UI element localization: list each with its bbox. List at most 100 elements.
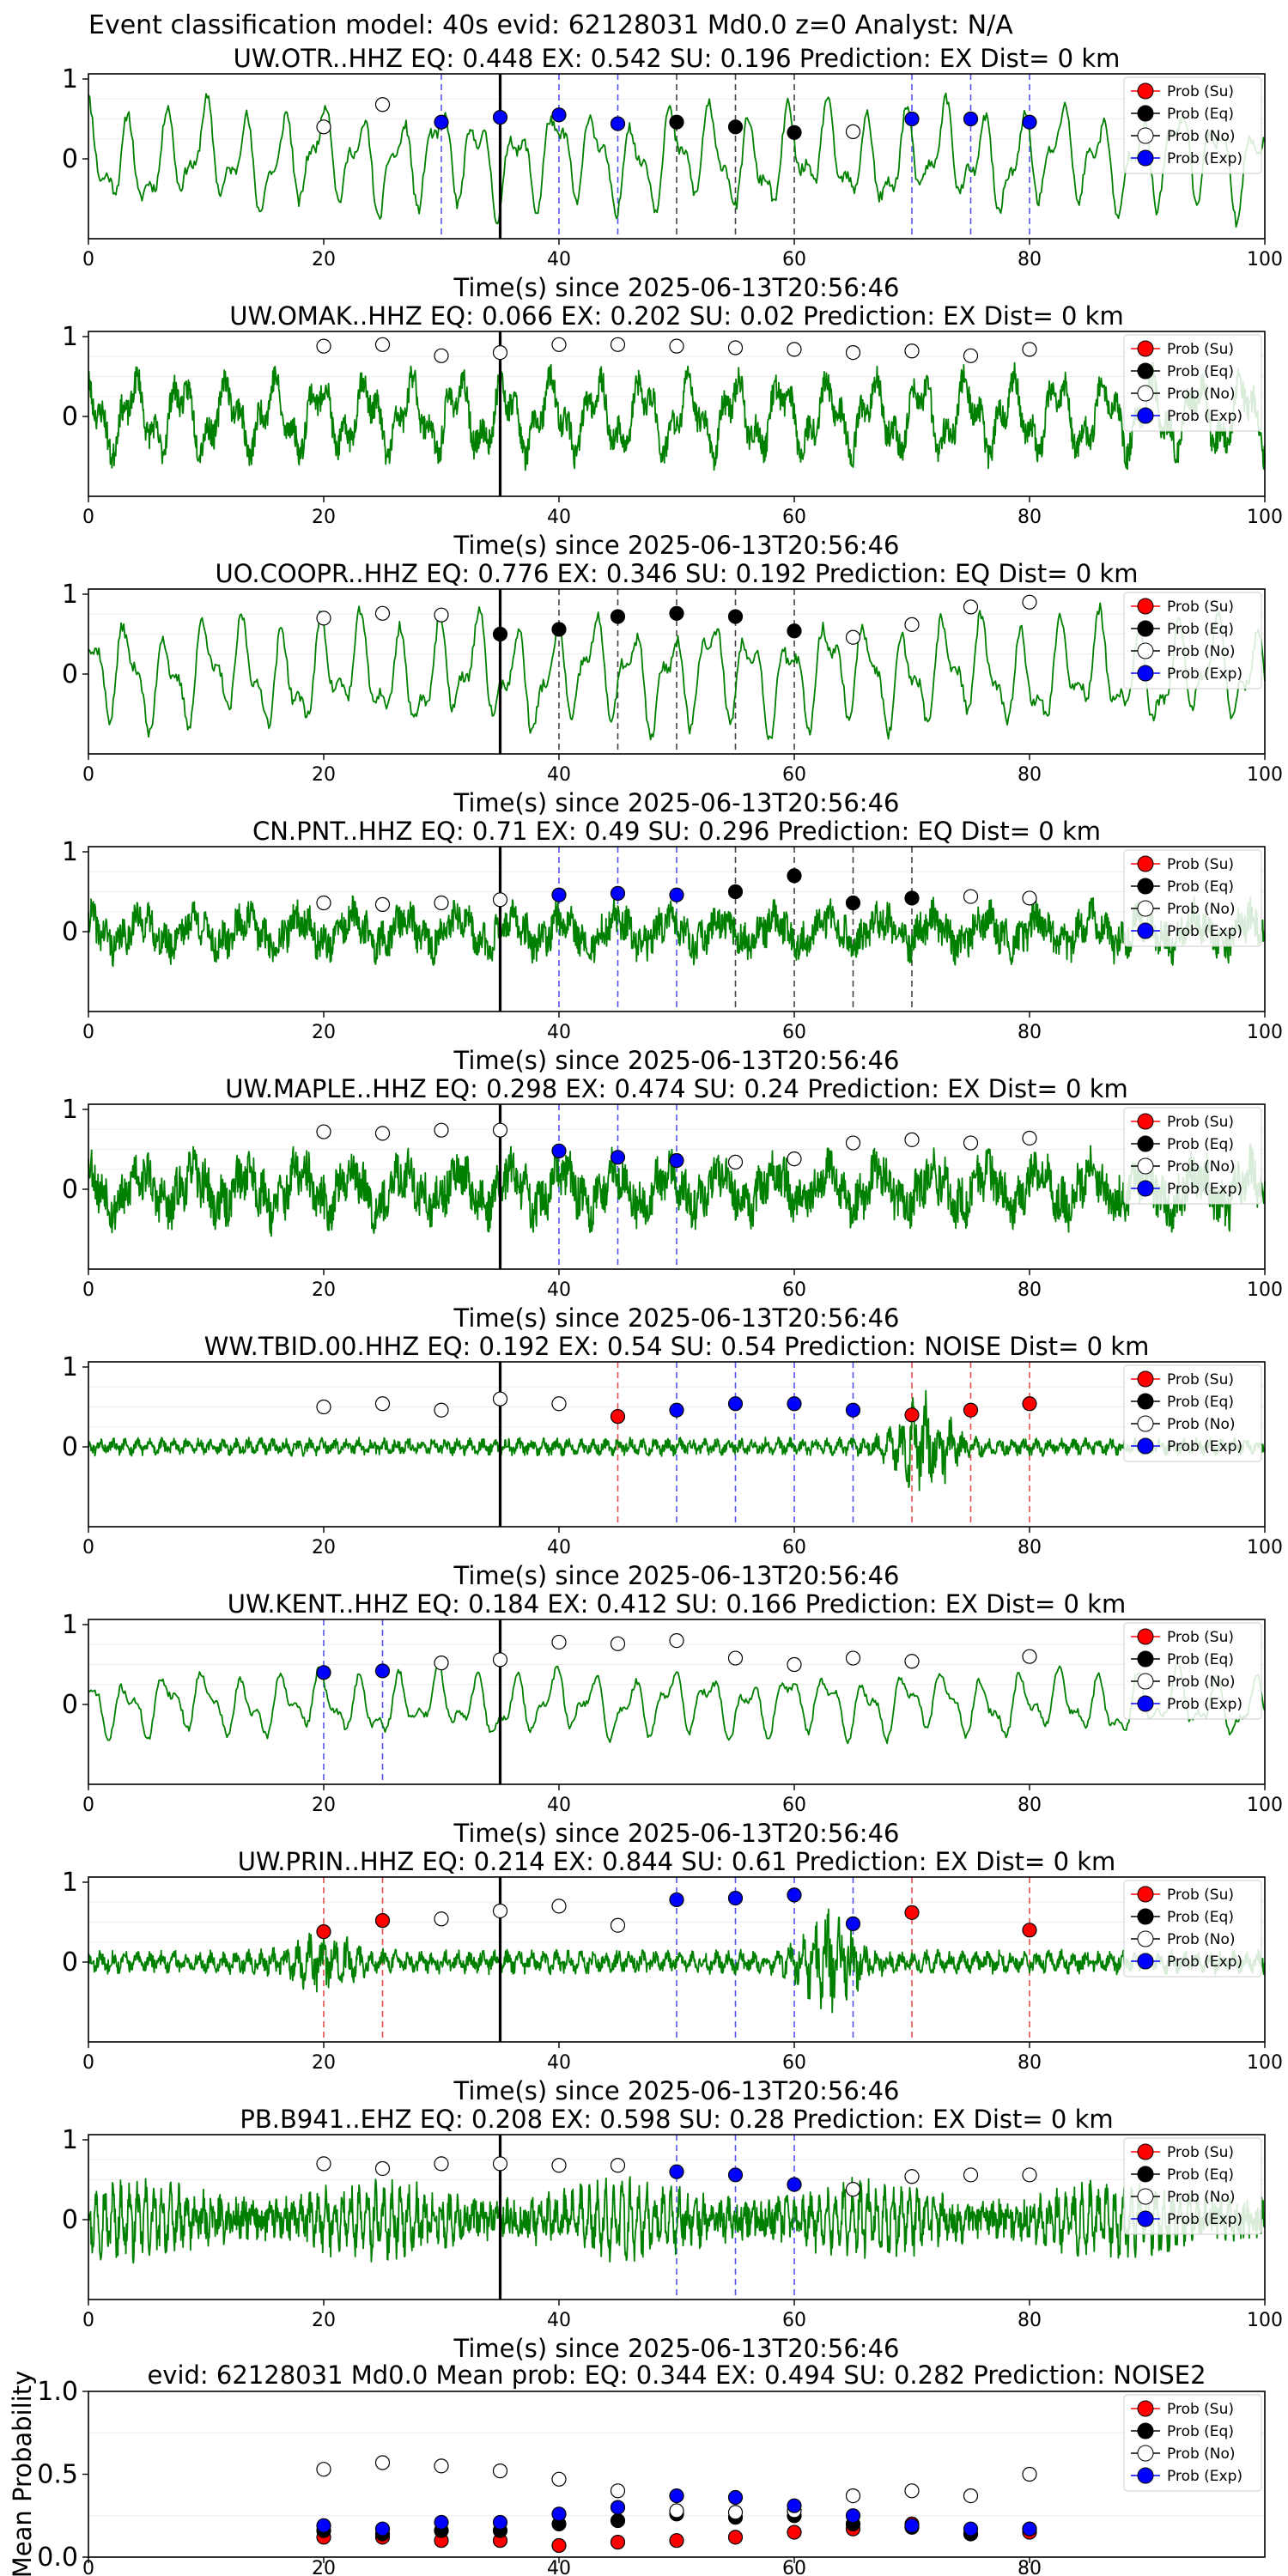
legend-marker [1137, 407, 1154, 424]
prob-marker-no [374, 605, 391, 621]
x-tick-label: 60 [782, 1022, 806, 1043]
legend-marker [1137, 362, 1154, 380]
legend-marker [1137, 340, 1154, 357]
mean-marker-exp [551, 2506, 567, 2522]
prob-marker-exp [669, 1152, 684, 1169]
prob-marker-exp [551, 107, 567, 123]
y-tick-label: 1 [62, 1095, 78, 1125]
prob-marker-no [610, 1917, 626, 1933]
x-tick-label: 0 [82, 1537, 94, 1558]
y-tick-label: 0 [62, 144, 78, 174]
legend-label: Prob (No) [1167, 1416, 1236, 1433]
panel-title: UW.PRIN..HHZ EQ: 0.214 EX: 0.844 SU: 0.6… [238, 1847, 1116, 1876]
legend-marker [1137, 105, 1154, 122]
prob-marker-no [492, 1122, 508, 1138]
prob-marker-no [316, 338, 331, 354]
prob-marker-no [316, 1124, 331, 1139]
legend-marker [1137, 2166, 1154, 2183]
legend-label: Prob (Su) [1167, 1371, 1234, 1388]
mean-marker-su [727, 2530, 744, 2545]
prob-marker-no [787, 342, 802, 357]
prob-marker-no [610, 2158, 626, 2173]
mean-marker-no [551, 2471, 567, 2487]
legend-label: Prob (No) [1167, 2189, 1236, 2206]
legend-label: Prob (Su) [1167, 83, 1234, 100]
legend-box [1123, 592, 1262, 690]
legend-marker [1137, 900, 1154, 917]
legend-marker [1137, 1628, 1154, 1645]
legend-marker [1137, 1650, 1154, 1668]
legend-marker [1137, 598, 1154, 615]
axes-frame [88, 73, 1266, 240]
legend-marker [1137, 878, 1154, 895]
x-tick-label: 80 [1018, 2310, 1042, 2331]
legend-marker [1137, 1393, 1154, 1410]
waveform-trace [88, 2176, 1266, 2264]
x-tick-label: 40 [547, 1279, 571, 1301]
y-tick-label: 0 [62, 1432, 78, 1462]
prob-marker-su [1022, 1923, 1037, 1938]
panel-title: evid: 62128031 Md0.0 Mean prob: EQ: 0.34… [147, 2360, 1206, 2390]
mean-marker-exp [963, 2521, 979, 2537]
mean-marker-no [492, 2464, 508, 2479]
waveform-trace [88, 361, 1266, 471]
mean-marker-no [1022, 2466, 1037, 2482]
prob-marker-exp [845, 1402, 861, 1418]
x-tick-label: 60 [782, 764, 806, 786]
mean-marker-no [316, 2462, 331, 2477]
x-tick-label: 0 [82, 2052, 94, 2074]
legend-box [1123, 1622, 1262, 1720]
prob-marker-eq [727, 119, 744, 135]
x-tick-label: 80 [1018, 249, 1042, 270]
prob-marker-no [669, 338, 684, 354]
prob-marker-exp [727, 1396, 744, 1412]
x-tick-label: 20 [312, 1537, 336, 1558]
prob-marker-su [904, 1905, 920, 1920]
legend-label: Prob (Exp) [1167, 1181, 1242, 1198]
x-tick-label: 20 [312, 1022, 336, 1043]
prob-marker-no [551, 1634, 567, 1650]
x-tick-label: 40 [547, 764, 571, 786]
panel-title: CN.PNT..HHZ EQ: 0.71 EX: 0.49 SU: 0.296 … [252, 817, 1101, 846]
panel-title: WW.TBID.00.HHZ EQ: 0.192 EX: 0.54 SU: 0.… [204, 1332, 1150, 1361]
legend-label: Prob (Su) [1167, 1886, 1234, 1904]
panel-title: UW.KENT..HHZ EQ: 0.184 EX: 0.412 SU: 0.1… [228, 1589, 1126, 1619]
legend-label: Prob (Exp) [1167, 150, 1242, 167]
legend-label: Prob (Su) [1167, 341, 1234, 358]
x-tick-label: 40 [547, 2052, 571, 2074]
prob-marker-no [727, 1154, 744, 1170]
panel-title: UW.MAPLE..HHZ EQ: 0.298 EX: 0.474 SU: 0.… [225, 1074, 1128, 1103]
legend-label: Prob (Exp) [1167, 2468, 1242, 2485]
prob-marker-no [963, 1135, 979, 1151]
axes-frame [88, 1361, 1266, 1528]
prob-marker-no [904, 2169, 920, 2184]
legend-label: Prob (Eq) [1167, 1909, 1234, 1926]
y-tick-label: 0 [62, 659, 78, 690]
prob-marker-no [492, 1903, 508, 1919]
legend-marker [1137, 1908, 1154, 1925]
prob-marker-exp [669, 1892, 684, 1908]
legend-marker [1137, 2445, 1154, 2462]
panel-title: UW.OTR..HHZ EQ: 0.448 EX: 0.542 SU: 0.19… [234, 44, 1121, 73]
prob-marker-no [316, 2156, 331, 2172]
prob-marker-exp [610, 885, 626, 901]
y-tick-label: 1 [62, 64, 78, 94]
x-tick-label: 20 [312, 2310, 336, 2331]
mean-marker-no [610, 2483, 626, 2499]
prob-marker-su [374, 1913, 391, 1929]
axes-frame [88, 331, 1266, 497]
axes-frame [88, 1103, 1266, 1270]
legend-label: Prob (No) [1167, 128, 1236, 145]
legend-label: Prob (No) [1167, 901, 1236, 918]
legend-label: Prob (No) [1167, 1931, 1236, 1948]
prob-marker-eq [492, 626, 508, 642]
prob-marker-su [316, 1924, 331, 1940]
prob-marker-exp [727, 2167, 744, 2183]
y-tick-label: 0 [62, 1175, 78, 1205]
legend-label: Prob (Eq) [1167, 2423, 1234, 2440]
prob-marker-no [316, 895, 331, 911]
legend-label: Prob (Su) [1167, 856, 1234, 873]
y-tick-label: 1 [62, 580, 78, 610]
mean-marker-su [610, 2535, 626, 2550]
